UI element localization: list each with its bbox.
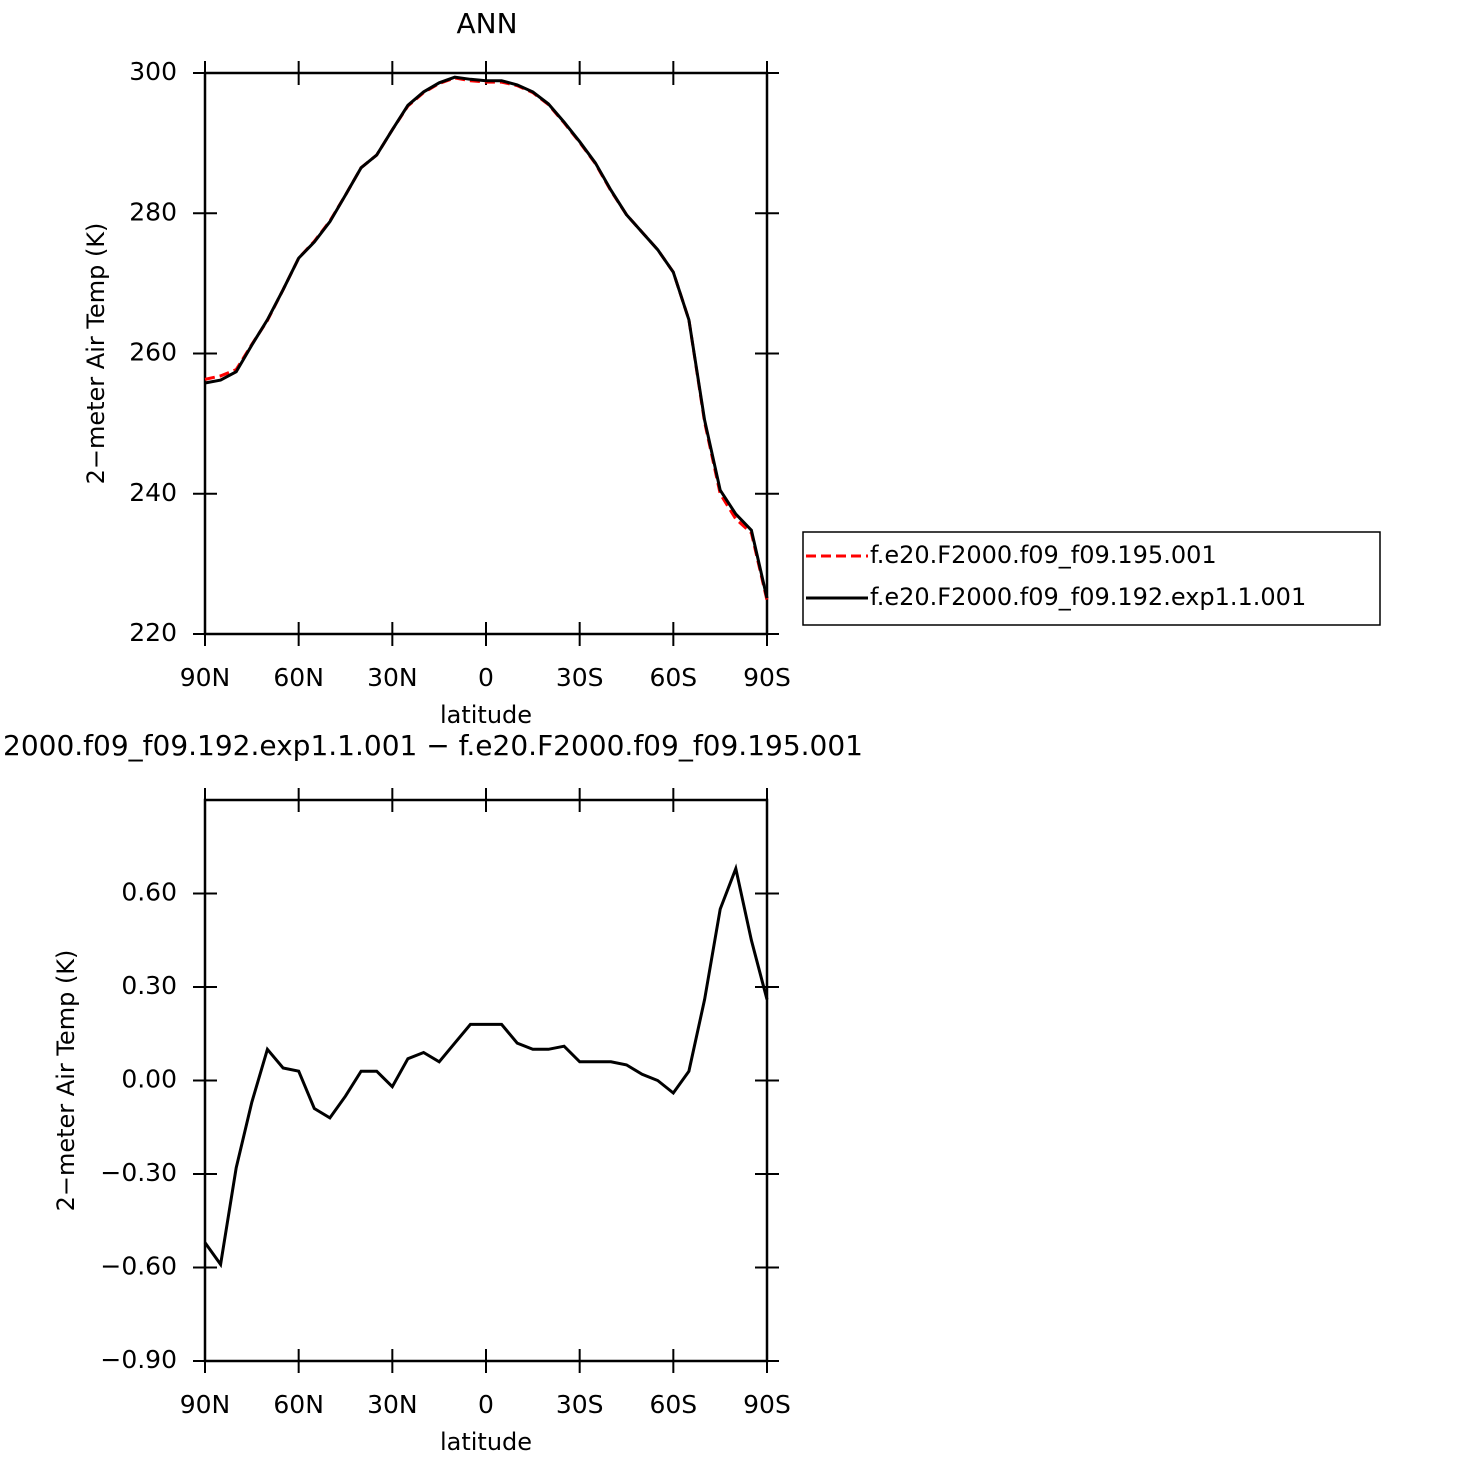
x-axis-label: latitude — [440, 701, 532, 729]
data-line — [204, 76, 769, 601]
y-tick-label: 240 — [129, 478, 177, 507]
y-axis-label: 2−meter Air Temp (K) — [82, 223, 110, 485]
x-tick-label: 0 — [478, 663, 494, 692]
x-tick-label: 30S — [556, 663, 604, 692]
x-tick-label: 90S — [743, 663, 791, 692]
y-tick-label: 0.00 — [121, 1065, 177, 1094]
x-tick-label: 90N — [180, 1390, 231, 1419]
x-tick-label: 30N — [367, 1390, 418, 1419]
x-tick-label: 60S — [649, 663, 697, 692]
x-tick-label: 60S — [649, 1390, 697, 1419]
x-tick-label: 0 — [478, 1390, 494, 1419]
data-line — [203, 863, 769, 1269]
x-tick-label: 60N — [273, 1390, 324, 1419]
legend-label: f.e20.F2000.f09_f09.195.001 — [870, 541, 1217, 569]
y-tick-label: 220 — [129, 618, 177, 647]
chart-title: 2000.f09_f09.192.exp1.1.001 − f.e20.F200… — [3, 729, 863, 762]
y-tick-label: −0.60 — [100, 1252, 177, 1281]
x-tick-label: 30N — [367, 663, 418, 692]
y-tick-label: 260 — [129, 338, 177, 367]
legend-box — [802, 531, 1381, 626]
x-tick-label: 90N — [180, 663, 231, 692]
chart-title: ANN — [456, 7, 517, 40]
y-tick-label: 280 — [129, 197, 177, 226]
y-tick-label: 0.30 — [121, 971, 177, 1000]
x-tick-label: 90S — [743, 1390, 791, 1419]
x-tick-label: 60N — [273, 663, 324, 692]
y-tick-label: 300 — [129, 57, 177, 86]
y-tick-label: −0.30 — [100, 1158, 177, 1187]
data-line — [204, 75, 769, 599]
y-axis-label: 2−meter Air Temp (K) — [52, 950, 80, 1212]
y-tick-label: −0.90 — [100, 1345, 177, 1374]
x-axis-label: latitude — [440, 1428, 532, 1456]
y-tick-label: 0.60 — [121, 878, 177, 907]
x-tick-label: 30S — [556, 1390, 604, 1419]
legend-label: f.e20.F2000.f09_f09.192.exp1.1.001 — [870, 583, 1306, 611]
plot-frame — [203, 71, 769, 636]
